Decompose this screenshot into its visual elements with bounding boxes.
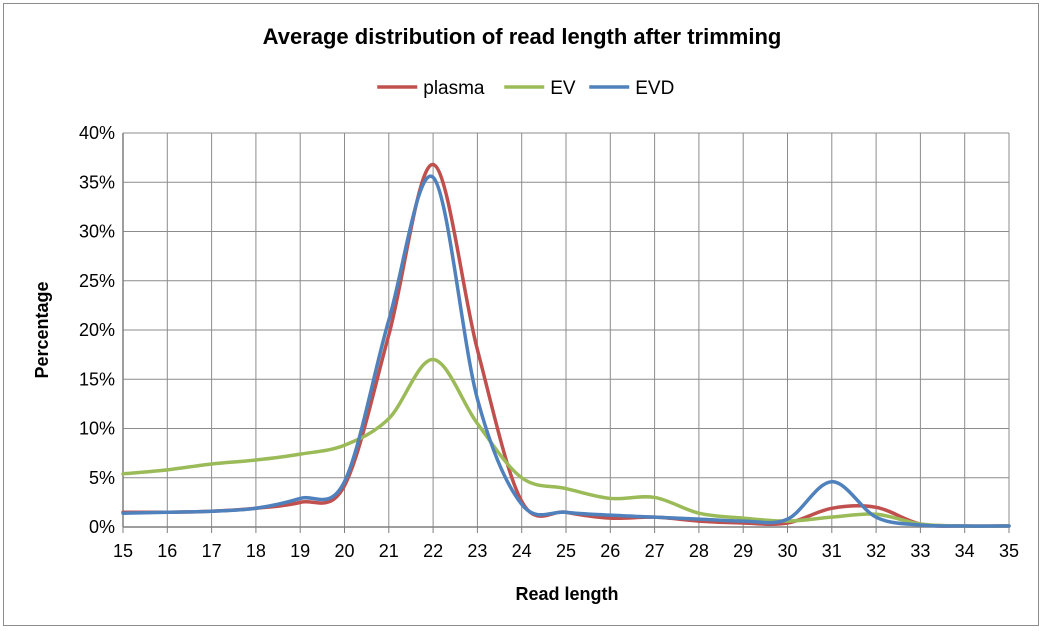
series-line-plasma [121,162,1011,528]
x-axis-title: Read length [515,584,618,604]
x-tick-label: 32 [866,541,886,561]
x-tick-label: 22 [423,541,443,561]
legend-label-ev: EV [550,78,576,99]
legend-label-plasma: plasma [423,78,485,99]
x-tick-label: 31 [822,541,842,561]
y-tick-label: 20% [79,320,115,340]
x-tick-label: 25 [556,541,576,561]
x-tick-label: 30 [777,541,797,561]
x-tick-label: 19 [290,541,310,561]
chart-title: Average distribution of read length afte… [263,24,782,49]
y-tick-label: 10% [79,419,115,439]
x-tick-label: 34 [955,541,975,561]
y-tick-label: 40% [79,123,115,143]
x-tick-label: 28 [689,541,709,561]
y-tick-label: 5% [89,468,115,488]
legend: plasma EV EVD [377,78,674,99]
x-axis-ticks: 15 16 17 18 19 20 21 22 23 24 25 26 27 28 29 30 31 32 33 34… [113,527,1019,561]
series-line-evd [121,174,1011,528]
y-axis-title: Percentage [32,281,52,378]
y-tick-label: 35% [79,172,115,192]
x-tick-label: 23 [467,541,487,561]
x-tick-label: 33 [910,541,930,561]
y-tick-label: 25% [79,271,115,291]
x-tick-label: 24 [512,541,532,561]
legend-label-evd: EVD [635,78,674,99]
y-tick-label: 0% [89,517,115,537]
x-tick-label: 16 [157,541,177,561]
x-tick-label: 26 [600,541,620,561]
chart-frame [3,3,1039,626]
grid [122,132,1010,528]
y-axis-ticks: 0% 5% 10% 15% 20% 25% 30% 35% 40% [79,123,115,537]
x-tick-label: 35 [999,541,1019,561]
x-tick-label: 20 [334,541,354,561]
x-tick-label: 17 [202,541,222,561]
x-tick-label: 27 [645,541,665,561]
y-tick-label: 30% [79,222,115,242]
series-line-ev [121,357,1011,528]
y-tick-label: 15% [79,369,115,389]
series-layer [121,162,1011,528]
x-tick-label: 21 [379,541,399,561]
x-tick-label: 29 [733,541,753,561]
x-tick-label: 18 [246,541,266,561]
x-tick-label: 15 [113,541,133,561]
